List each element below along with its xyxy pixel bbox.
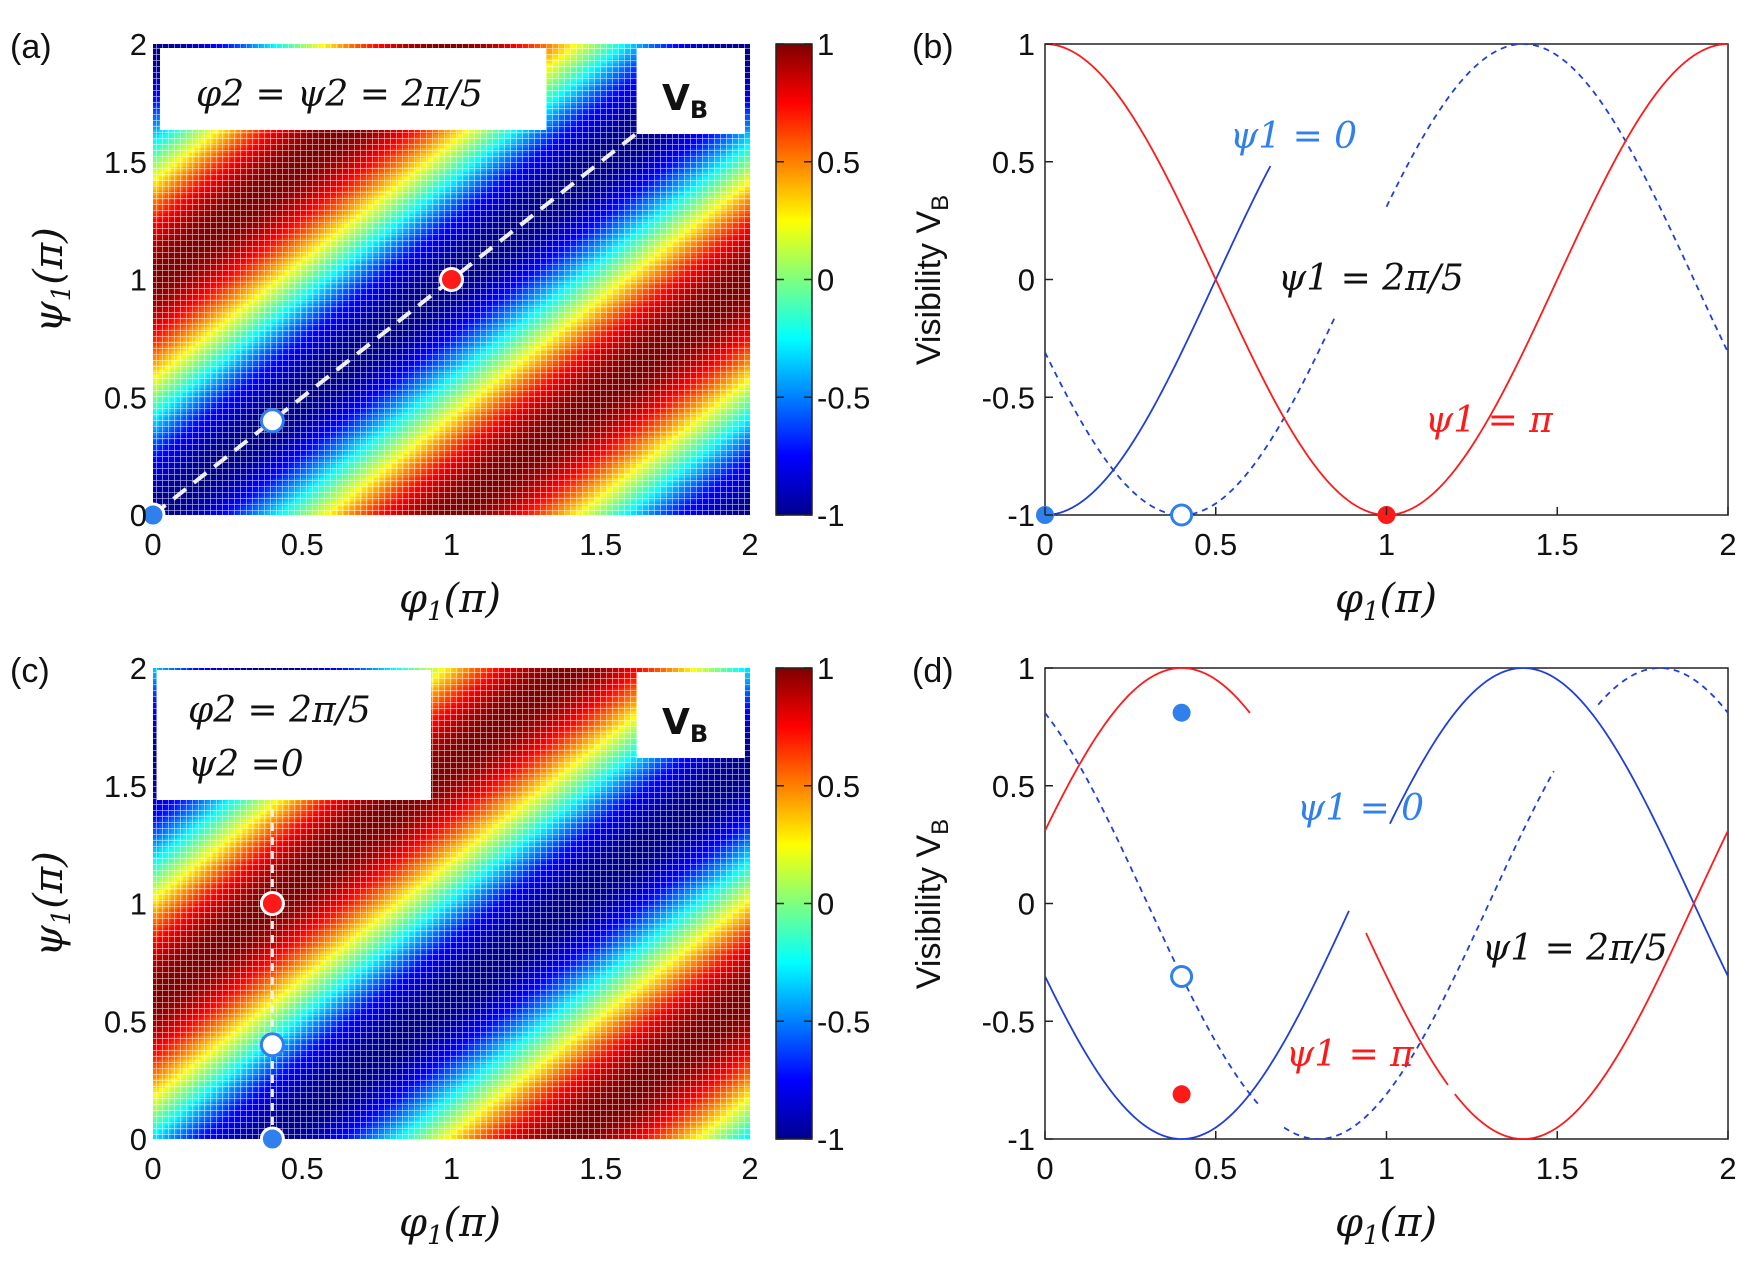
panel-a: (a) φ2 = ψ2 = 2π/5 VB 0 0.5 1 1.5 2 00.511.5… [10, 27, 870, 627]
panel-label-a: (a) [10, 28, 52, 66]
